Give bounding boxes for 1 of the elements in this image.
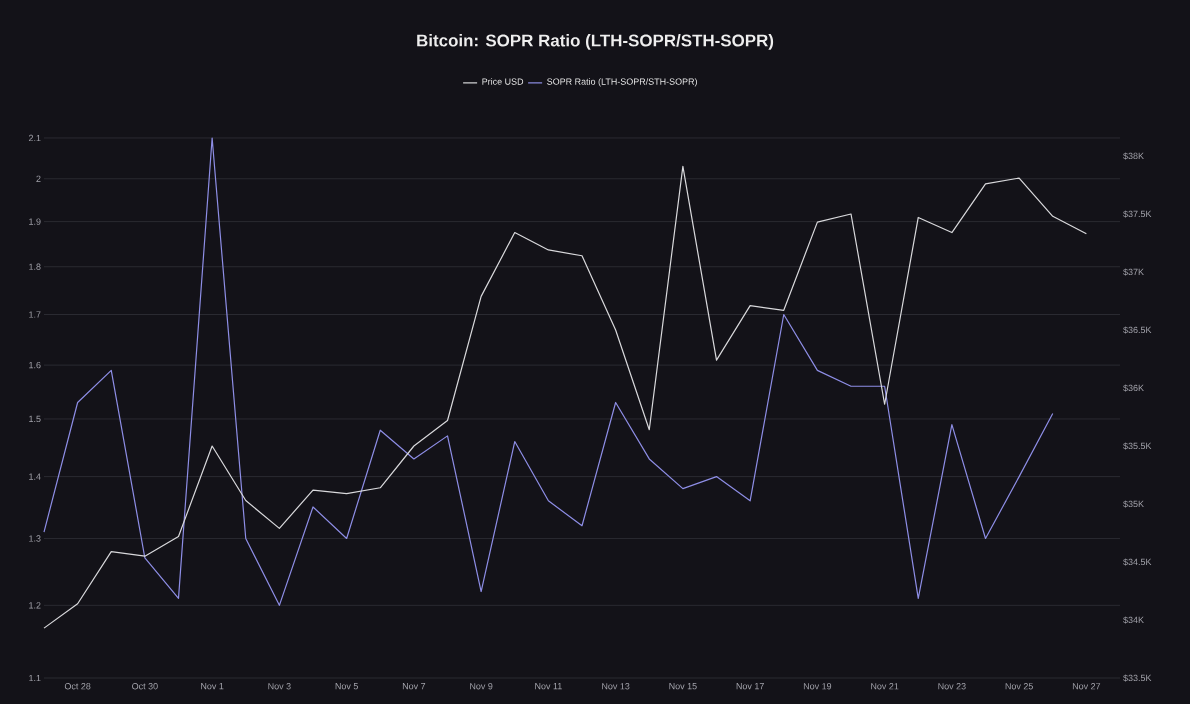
chart-title: Bitcoin: SOPR Ratio (LTH-SOPR/STH-SOPR) [417,34,774,50]
